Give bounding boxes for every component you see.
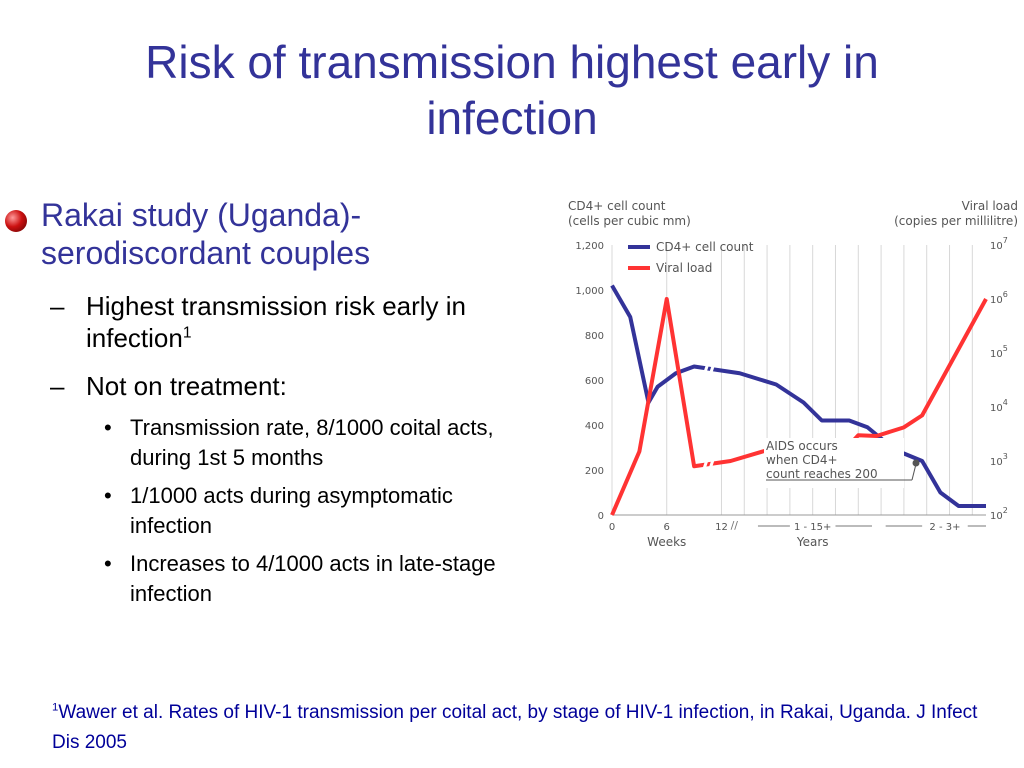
left-tick-label: 1,000 bbox=[575, 286, 604, 297]
legend-label-viral: Viral load bbox=[656, 261, 712, 275]
slide-title: Risk of transmission highest early in in… bbox=[145, 36, 879, 144]
right-axis-title: Viral load bbox=[962, 199, 1018, 213]
right-tick-label: 103 bbox=[990, 452, 1008, 468]
annotation-pointer bbox=[911, 463, 917, 481]
sub-sub-bullet-1: Transmission rate, 8/1000 coital acts, d… bbox=[130, 415, 494, 470]
sub-sub-bullet-2: 1/1000 acts during asymptomatic infectio… bbox=[130, 483, 453, 538]
sub-bullet-2: Not on treatment: bbox=[86, 371, 287, 401]
left-tick-label: 0 bbox=[598, 511, 604, 522]
series-break-mark bbox=[708, 363, 716, 377]
sub-sub-bullet-3: Increases to 4/1000 acts in late-stage i… bbox=[130, 551, 496, 606]
dash-marker-2: – bbox=[50, 371, 65, 401]
x-tick-label: 6 bbox=[664, 522, 670, 533]
footnote-text: Wawer et al. Rates of HIV-1 transmission… bbox=[52, 702, 978, 753]
cd4-line bbox=[610, 284, 986, 508]
left-tick-label: 400 bbox=[585, 421, 604, 432]
sub-bullet-1: Highest transmission risk early in infec… bbox=[86, 290, 506, 354]
series-break-mark bbox=[708, 456, 716, 470]
x-range-late: 2 - 3+ bbox=[929, 522, 960, 533]
x-range-years: 1 - 15+ bbox=[794, 522, 831, 533]
series-break-mark bbox=[702, 456, 710, 470]
footnote: 1Wawer et al. Rates of HIV-1 transmissio… bbox=[52, 698, 1002, 758]
x-axis-break-mark: // bbox=[731, 519, 739, 532]
dot-marker-3: • bbox=[104, 551, 112, 576]
sub-bullet-1-sup: 1 bbox=[182, 324, 192, 342]
right-tick-label: 106 bbox=[990, 290, 1008, 306]
right-axis-subtitle: (copies per millilitre) bbox=[894, 214, 1018, 228]
left-axis-title: CD4+ cell count bbox=[568, 199, 666, 213]
hiv-progression-chart: CD4+ cell count(cells per cubic mm)Viral… bbox=[562, 195, 1024, 555]
left-axis-subtitle: (cells per cubic mm) bbox=[568, 214, 691, 228]
annotation-dot bbox=[912, 459, 920, 467]
sub-bullet-1-text: Highest transmission risk early in infec… bbox=[86, 291, 467, 353]
dot-marker-2: • bbox=[104, 483, 112, 508]
x-label-years: Years bbox=[796, 535, 829, 549]
left-tick-label: 200 bbox=[585, 466, 604, 477]
right-tick-label: 104 bbox=[990, 398, 1008, 414]
right-tick-label: 107 bbox=[990, 236, 1008, 252]
legend-label-cd4: CD4+ cell count bbox=[656, 240, 754, 254]
right-tick-label: 102 bbox=[990, 506, 1008, 522]
left-tick-label: 1,200 bbox=[575, 241, 604, 252]
dot-marker-1: • bbox=[104, 415, 112, 440]
annotation-text: when CD4+ bbox=[766, 453, 838, 467]
left-tick-label: 600 bbox=[585, 376, 604, 387]
right-tick-label: 105 bbox=[990, 344, 1008, 360]
annotation-text: count reaches 200 bbox=[766, 467, 878, 481]
x-label-weeks: Weeks bbox=[647, 535, 686, 549]
dash-marker-1: – bbox=[50, 291, 65, 321]
annotation-text: AIDS occurs bbox=[766, 439, 838, 453]
x-tick-label: 0 bbox=[609, 522, 615, 533]
x-tick-label: 12 bbox=[715, 522, 728, 533]
left-tick-label: 800 bbox=[585, 331, 604, 342]
bullet-ball-icon bbox=[5, 210, 27, 232]
footnote-sup: 1 bbox=[52, 701, 59, 714]
series-break-mark bbox=[702, 363, 710, 377]
main-bullet-text: Rakai study (Uganda)- serodiscordant cou… bbox=[41, 197, 371, 271]
